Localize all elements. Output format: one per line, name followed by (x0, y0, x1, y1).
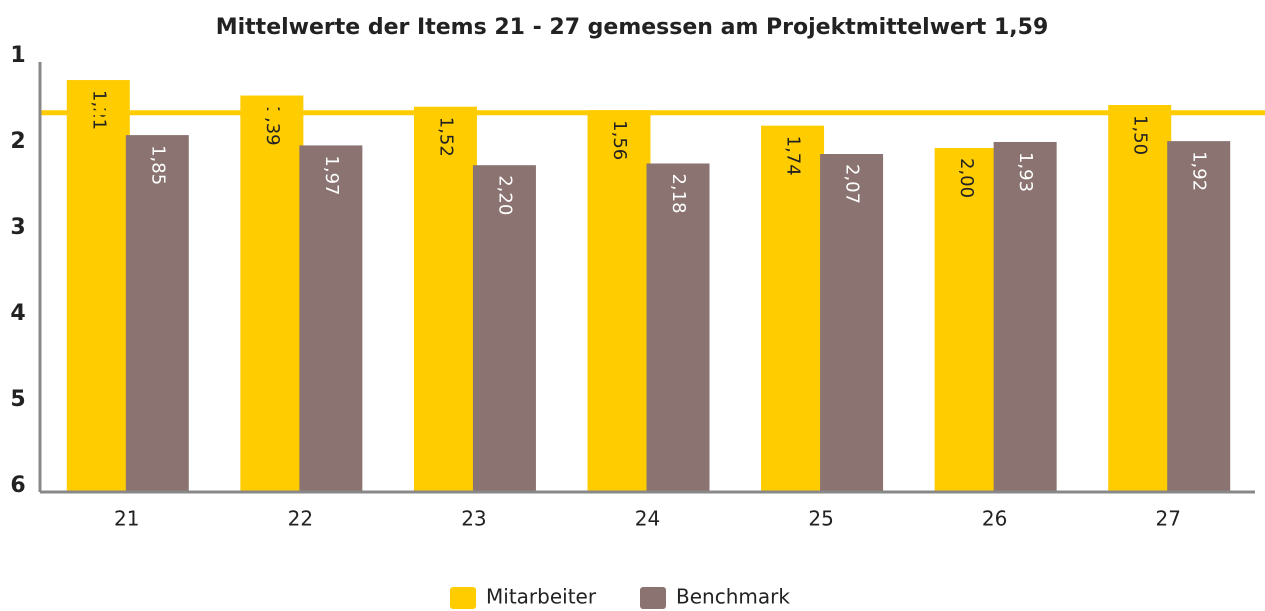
legend-label: Mitarbeiter (486, 585, 597, 609)
y-tick-label: 2 (10, 129, 25, 154)
x-tick-label: 22 (288, 507, 313, 531)
bar (761, 125, 825, 492)
bar (1108, 105, 1172, 492)
legend-swatch (640, 587, 666, 609)
legend-label: Benchmark (676, 585, 790, 609)
value-label: 2,07 (842, 164, 863, 204)
x-tick-label: 26 (982, 507, 1007, 531)
value-label: 1,21 (88, 90, 109, 130)
bar (240, 95, 304, 492)
bar (646, 163, 710, 493)
bar (413, 106, 477, 492)
bar (587, 110, 651, 492)
bar (299, 145, 363, 493)
value-label: 1,50 (1130, 115, 1151, 155)
value-label: 1,92 (1189, 151, 1210, 191)
bar (934, 148, 998, 492)
y-tick-label: 3 (10, 215, 25, 240)
bar (472, 165, 536, 492)
y-tick-label: 1 (10, 43, 25, 68)
value-label: 2,18 (668, 173, 689, 213)
chart-title: Mittelwerte der Items 21 - 27 gemessen a… (216, 15, 1049, 40)
value-label: 1,74 (783, 136, 804, 176)
x-tick-label: 23 (461, 507, 486, 531)
value-label: 1,56 (609, 120, 630, 160)
y-tick-label: 5 (10, 387, 25, 412)
bar (993, 141, 1057, 493)
x-tick-label: 21 (114, 507, 139, 531)
x-tick-label: 27 (1155, 507, 1180, 531)
y-tick-label: 6 (10, 473, 25, 498)
bar (125, 135, 189, 492)
value-label: 1,52 (435, 117, 456, 157)
value-label: 1,85 (147, 145, 168, 185)
bar (820, 154, 884, 492)
value-label: 1,97 (321, 155, 342, 195)
value-label: 1,39 (262, 106, 283, 146)
value-label: 1,93 (1015, 152, 1036, 192)
x-tick-label: 25 (808, 507, 833, 531)
x-tick-label: 24 (635, 507, 660, 531)
y-tick-label: 4 (10, 301, 25, 326)
bar (66, 80, 130, 492)
value-label: 2,20 (494, 175, 515, 215)
value-label: 2,00 (956, 158, 977, 198)
legend-swatch (450, 587, 476, 609)
bar (1167, 141, 1231, 492)
